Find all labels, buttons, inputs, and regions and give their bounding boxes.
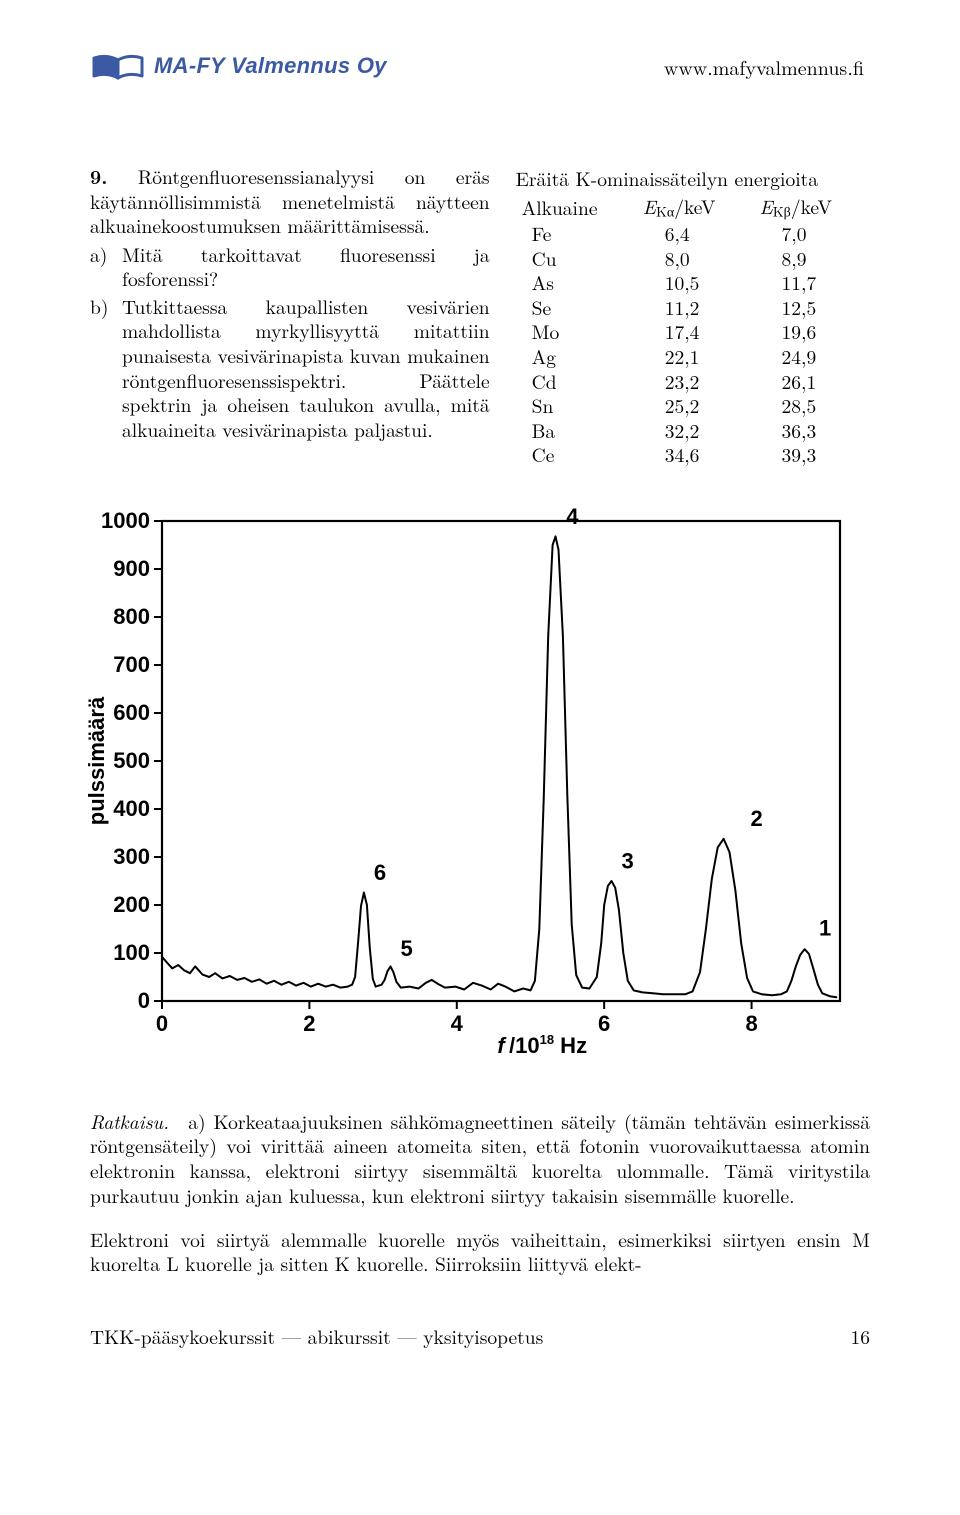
table-row: Ce34,639,3 [516, 442, 870, 467]
svg-text:4: 4 [451, 1011, 464, 1036]
table-row: Ba32,236,3 [516, 418, 870, 443]
spectrum-chart: 0 100 200 300 400 500 600 700 800 900 1000 0 2 4 6 8 f/1… [84, 493, 854, 1053]
cell-k-beta: 24,9 [754, 344, 870, 369]
answer-p1-text: Korkeataajuuksinen sähkömagneettinen sät… [90, 1107, 870, 1209]
svg-text:200: 200 [113, 892, 150, 917]
cell-k-beta: 39,3 [754, 442, 870, 467]
cell-k-alpha: 25,2 [637, 393, 754, 418]
cell-k-alpha: 22,1 [637, 344, 754, 369]
cell-k-beta: 11,7 [754, 270, 870, 295]
cell-element: Ce [516, 442, 637, 467]
answer-block: Ratkaisu. a) Korkeataajuuksinen sähkömag… [90, 1109, 870, 1276]
svg-text:6: 6 [374, 860, 386, 885]
question-parts: a) Mitä tarkoittavat fluoresenssi ja fos… [90, 242, 490, 442]
svg-text:4: 4 [566, 504, 579, 529]
svg-text:300: 300 [113, 844, 150, 869]
question-block: 9. Röntgenfluoresenssianalyysi on eräs k… [90, 164, 870, 467]
cell-k-beta: 19,6 [754, 319, 870, 344]
cell-k-beta: 7,0 [754, 221, 870, 246]
svg-text:500: 500 [113, 748, 150, 773]
part-marker: b) [90, 294, 112, 441]
cell-element: Ag [516, 344, 637, 369]
cell-element: Se [516, 295, 637, 320]
cell-k-alpha: 10,5 [637, 270, 754, 295]
site-url: www.mafyvalmennus.fi [664, 52, 864, 81]
table-row: Se11,212,5 [516, 295, 870, 320]
table-row: Fe6,47,0 [516, 221, 870, 246]
question-intro: 9. Röntgenfluoresenssianalyysi on eräs k… [90, 164, 490, 238]
cell-k-alpha: 6,4 [637, 221, 754, 246]
company-name: MA-FY Valmennus Oy [154, 53, 387, 79]
svg-text:900: 900 [113, 556, 150, 581]
footer-page-number: 16 [850, 1322, 870, 1350]
page: MA-FY Valmennus Oy www.mafyvalmennus.fi … [0, 0, 960, 1380]
svg-text:0: 0 [138, 988, 150, 1013]
svg-text:800: 800 [113, 604, 150, 629]
table-row: Sn25,228,5 [516, 393, 870, 418]
answer-paragraph-1: Ratkaisu. a) Korkeataajuuksinen sähkömag… [90, 1109, 870, 1207]
cell-k-alpha: 17,4 [637, 319, 754, 344]
svg-text:3: 3 [622, 848, 634, 873]
col-k-alpha: EKα/keV [637, 194, 754, 221]
question-part-a: a) Mitä tarkoittavat fluoresenssi ja fos… [90, 242, 490, 291]
svg-text:100: 100 [113, 940, 150, 965]
cell-k-alpha: 23,2 [637, 369, 754, 394]
svg-text:700: 700 [113, 652, 150, 677]
svg-text:/1018 Hz: /1018 Hz [509, 1032, 587, 1053]
table-row: Cu8,08,9 [516, 246, 870, 271]
page-footer: TKK-pääsykoekurssit — abikurssit — yksit… [90, 1322, 870, 1350]
svg-text:pulssimäärä: pulssimäärä [84, 696, 109, 825]
cell-element: As [516, 270, 637, 295]
question-part-b: b) Tutkittaessa kaupallisten vesivärien … [90, 294, 490, 441]
col-element: Alkuaine [516, 194, 637, 221]
answer-paragraph-2: Elektroni voi siirtyä alemmalle kuorelle… [90, 1227, 870, 1276]
energy-table-block: Eräitä K-ominaissäteilyn energioita Alku… [516, 164, 870, 467]
part-text: Tutkittaessa kaupallisten vesivärien mah… [122, 294, 490, 441]
table-row: Cd23,226,1 [516, 369, 870, 394]
svg-text:2: 2 [751, 806, 763, 831]
cell-element: Mo [516, 319, 637, 344]
table-row: Mo17,419,6 [516, 319, 870, 344]
svg-text:2: 2 [303, 1011, 315, 1036]
open-book-icon [90, 48, 146, 84]
cell-k-alpha: 11,2 [637, 295, 754, 320]
svg-text:600: 600 [113, 700, 150, 725]
col-k-beta: EKβ/keV [754, 194, 870, 221]
svg-text:6: 6 [598, 1011, 610, 1036]
cell-element: Fe [516, 221, 637, 246]
cell-k-alpha: 34,6 [637, 442, 754, 467]
question-intro-text: Röntgenfluoresenssianalyysi on eräs käyt… [90, 162, 490, 239]
cell-element: Cu [516, 246, 637, 271]
cell-k-alpha: 8,0 [637, 246, 754, 271]
svg-text:8: 8 [745, 1011, 757, 1036]
page-header: MA-FY Valmennus Oy www.mafyvalmennus.fi [90, 48, 870, 84]
cell-k-beta: 26,1 [754, 369, 870, 394]
cell-k-beta: 28,5 [754, 393, 870, 418]
cell-element: Sn [516, 393, 637, 418]
cell-k-beta: 8,9 [754, 246, 870, 271]
table-header-row: Alkuaine EKα/keV EKβ/keV [516, 194, 870, 221]
part-text: Mitä tarkoittavat fluoresenssi ja fosfor… [122, 242, 490, 291]
cell-k-beta: 36,3 [754, 418, 870, 443]
energy-table: Alkuaine EKα/keV EKβ/keV Fe6,47,0Cu8,08,… [516, 194, 870, 467]
table-row: As10,511,7 [516, 270, 870, 295]
cell-element: Cd [516, 369, 637, 394]
cell-k-beta: 12,5 [754, 295, 870, 320]
table-title: Eräitä K-ominaissäteilyn energioita [516, 164, 870, 192]
svg-text:400: 400 [113, 796, 150, 821]
svg-text:5: 5 [400, 936, 412, 961]
part-marker: a) [90, 242, 112, 291]
svg-text:1: 1 [819, 915, 831, 940]
svg-text:0: 0 [156, 1011, 168, 1036]
table-row: Ag22,124,9 [516, 344, 870, 369]
question-text: 9. Röntgenfluoresenssianalyysi on eräs k… [90, 164, 490, 441]
cell-element: Ba [516, 418, 637, 443]
cell-k-alpha: 32,2 [637, 418, 754, 443]
footer-left: TKK-pääsykoekurssit — abikurssit — yksit… [90, 1322, 543, 1350]
svg-text:1000: 1000 [101, 508, 150, 533]
logo-area: MA-FY Valmennus Oy [90, 48, 387, 84]
svg-text:f: f [497, 1033, 507, 1053]
